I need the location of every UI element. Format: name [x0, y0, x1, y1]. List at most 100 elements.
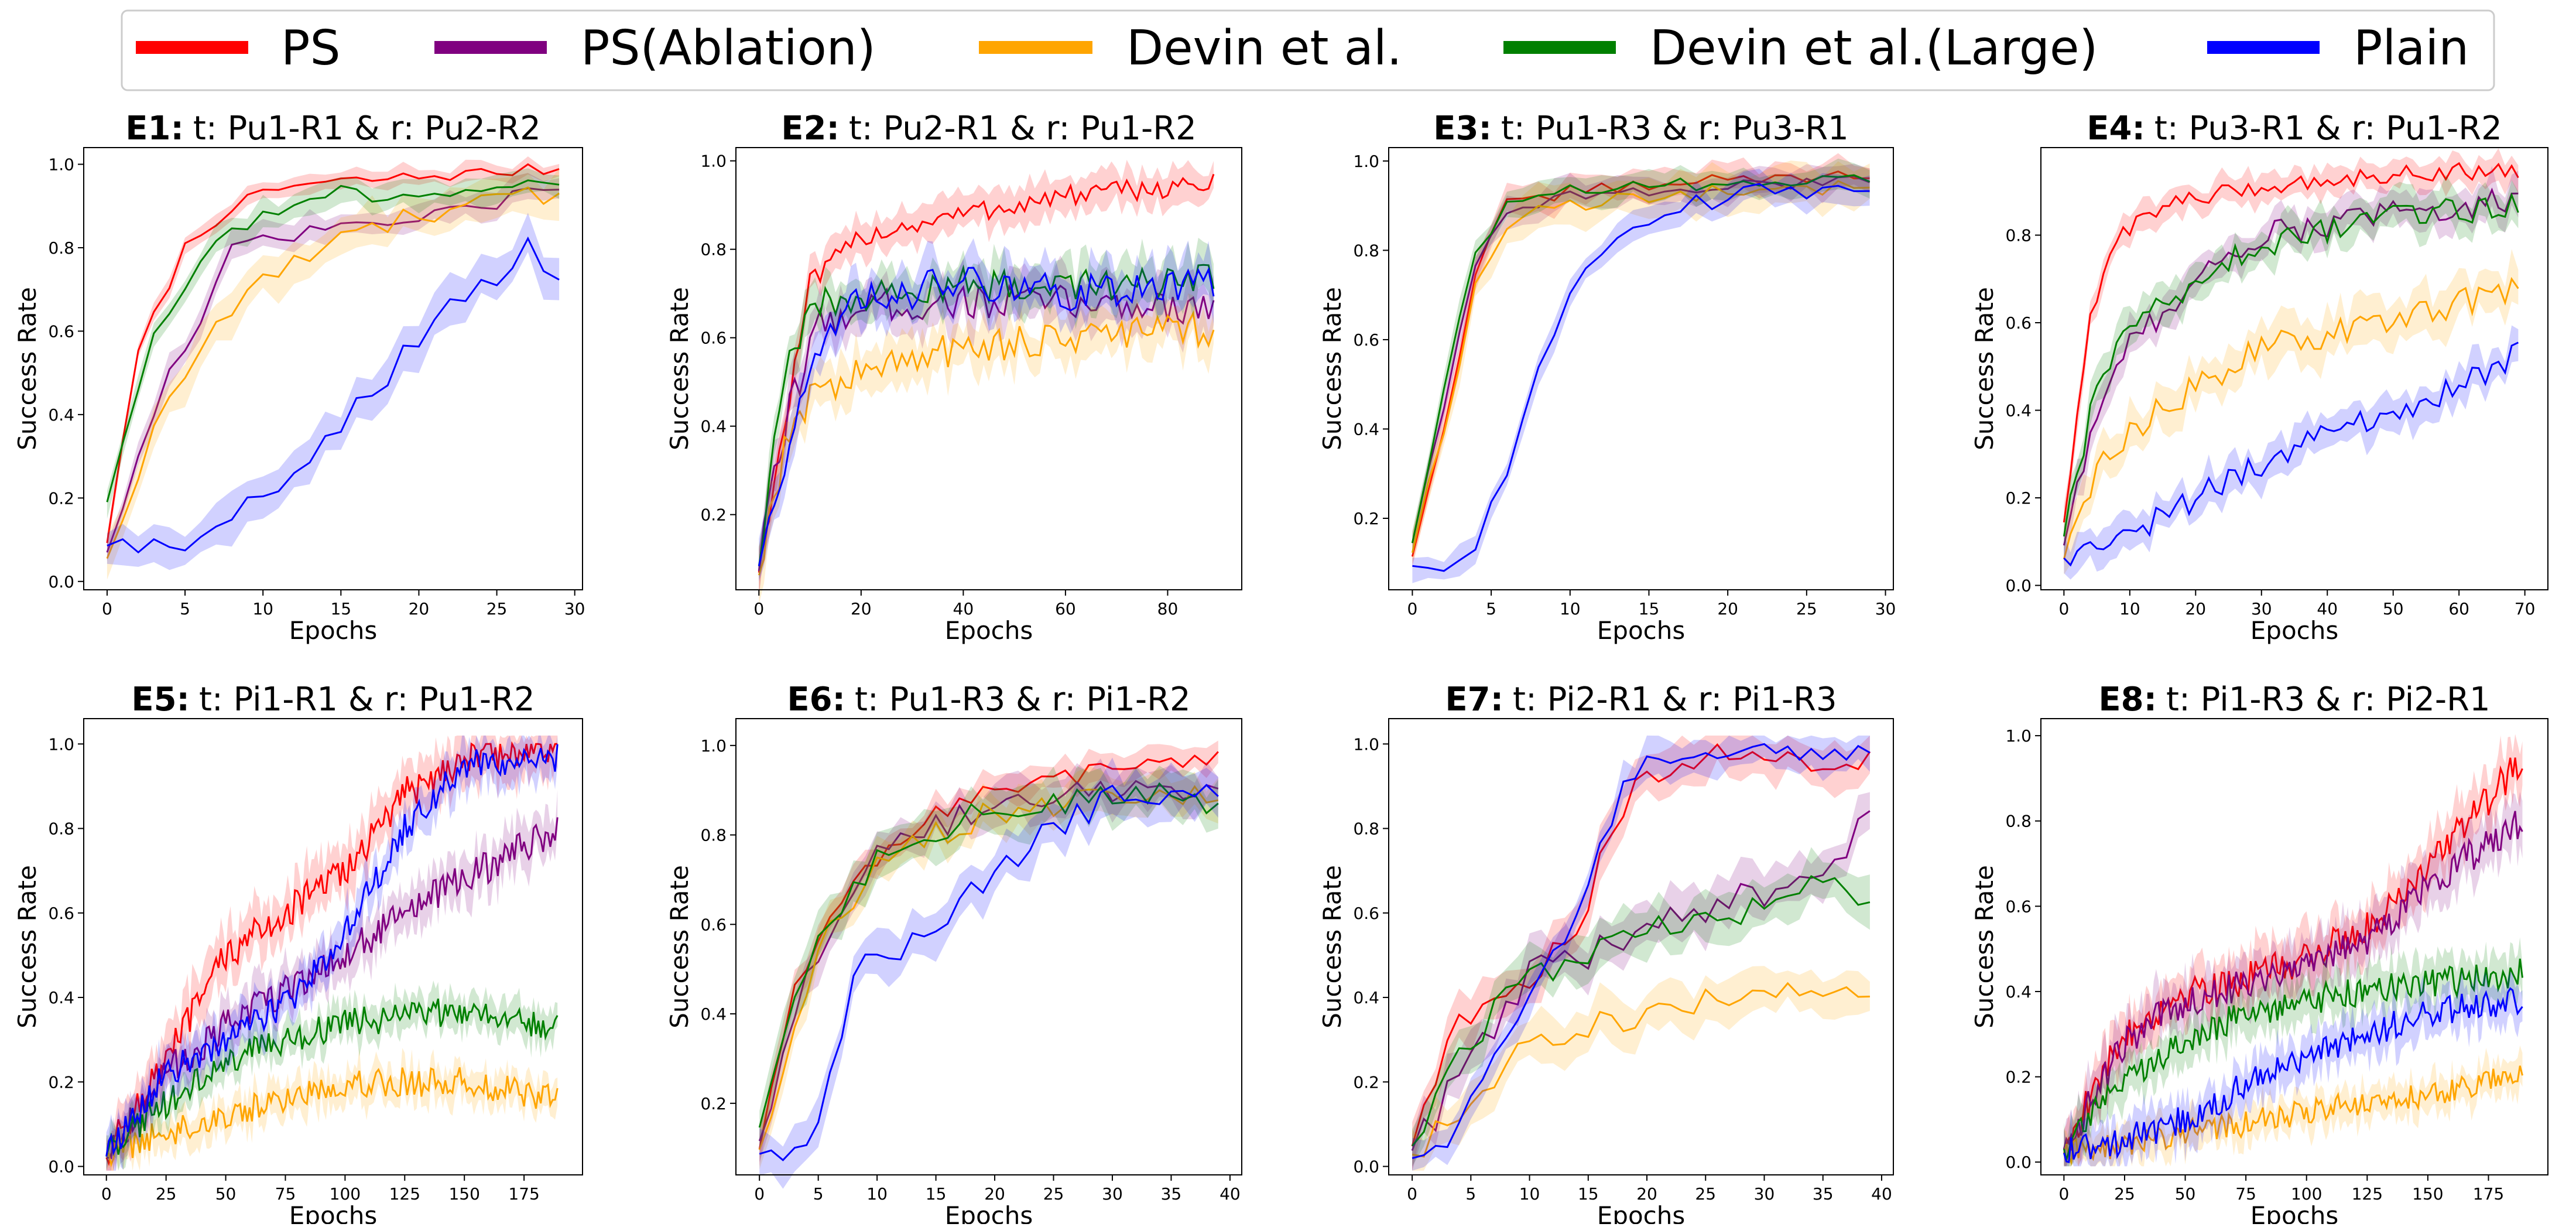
x-tick-label: 10 — [252, 599, 273, 618]
series-band-devin-et-al-large — [2064, 937, 2523, 1167]
x-tick-label: 0 — [1407, 599, 1417, 618]
y-axis-label: Success Rate — [1318, 865, 1347, 1028]
y-tick-label: 0.8 — [48, 238, 74, 258]
y-tick-label: 0.4 — [48, 405, 74, 425]
panel-title: E4: t: Pu3-R1 & r: Pu1-R2 — [2087, 110, 2502, 148]
series-group — [2063, 148, 2519, 580]
y-tick-label: 0.2 — [2005, 488, 2032, 508]
x-tick-label: 125 — [389, 1184, 420, 1204]
series-band-devin-et-al — [759, 766, 1218, 1170]
panel-title-text: t: Pi2-R1 & r: Pi1-R3 — [1513, 681, 1837, 719]
legend: PS PS(Ablation) Devin et al. Devin et al… — [121, 9, 2495, 91]
panel-title-id: E8: — [2098, 681, 2157, 719]
panel-title-id: E4: — [2087, 110, 2145, 148]
series-line-ps — [105, 741, 558, 1167]
panel-title: E2: t: Pu2-R1 & r: Pu1-R2 — [781, 110, 1197, 148]
x-tick-label: 0 — [101, 1184, 112, 1204]
x-tick-label: 5 — [1486, 599, 1496, 618]
series-band-plain — [107, 213, 560, 570]
legend-entry-plain: Plain — [2207, 20, 2469, 76]
x-tick-label: 75 — [2235, 1184, 2256, 1204]
series-group — [758, 740, 1219, 1189]
x-tick-label: 0 — [102, 599, 112, 618]
x-tick-label: 40 — [2317, 599, 2338, 618]
y-tick-label: 0.8 — [1353, 819, 1379, 839]
x-tick-label: 50 — [2383, 599, 2404, 618]
panel-title-id: E1: — [125, 110, 184, 148]
y-tick-label: 0.4 — [700, 1004, 727, 1024]
y-tick-label: 0.2 — [48, 488, 74, 508]
series-band-devin-et-al — [2064, 249, 2519, 575]
x-tick-label: 10 — [1519, 1184, 1540, 1204]
plot-frame — [735, 718, 1242, 1175]
series-band-devin-et-al-large — [2064, 175, 2519, 558]
x-tick-label: 40 — [1871, 1184, 1892, 1204]
series-line-ps-ablation — [758, 780, 1219, 1141]
series-line-devin-et-al-large — [106, 179, 560, 503]
y-tick-label: 0.2 — [1353, 509, 1379, 528]
y-axis-label: Success Rate — [1970, 287, 1999, 450]
panel-title: E1: t: Pu1-R1 & r: Pu2-R2 — [125, 110, 541, 148]
y-axis-label: Success Rate — [665, 287, 694, 450]
y-tick-label: 1.0 — [700, 152, 727, 171]
series-band-ps — [759, 159, 1214, 594]
x-tick-label: 100 — [2291, 1184, 2322, 1204]
panel-1: E1: t: Pu1-R1 & r: Pu2-R2 0 5 10 15 20 25 30 0.0 0… — [13, 110, 585, 645]
y-tick-label: 0.6 — [48, 322, 74, 341]
series-band-ps — [106, 735, 558, 1171]
panel-2: E2: t: Pu2-R1 & r: Pu1-R2 0 20 40 60 80 0.2 0.4 0… — [665, 110, 1242, 645]
y-tick-label: 0.4 — [1353, 988, 1379, 1007]
y-tick-label: 0.4 — [2005, 401, 2032, 421]
series-group — [2063, 734, 2523, 1167]
panel-title-text: t: Pu3-R1 & r: Pu1-R2 — [2154, 110, 2502, 148]
x-tick-label: 50 — [215, 1184, 237, 1204]
x-tick-label: 100 — [330, 1184, 361, 1204]
y-tick-label: 0.0 — [48, 1157, 74, 1177]
x-tick-label: 35 — [1161, 1184, 1182, 1204]
legend-frame — [121, 9, 2495, 91]
x-tick-label: 175 — [2473, 1184, 2504, 1204]
y-tick-label: 0.8 — [700, 240, 727, 259]
series-band-ps-ablation — [1412, 792, 1870, 1171]
y-tick-label: 0.4 — [2005, 982, 2032, 1002]
x-tick-label: 0 — [2058, 599, 2069, 618]
series-band-devin-et-al-large — [1412, 847, 1870, 1167]
y-tick-label: 0.8 — [2005, 226, 2032, 245]
y-tick-label: 0.2 — [700, 1094, 727, 1113]
panel-title-id: E6: — [787, 681, 845, 719]
y-tick-label: 0.6 — [48, 904, 74, 923]
x-tick-label: 125 — [2352, 1184, 2383, 1204]
panel-7: E7: t: Pi2-R1 & r: Pi1-R3 0 5 10 15 20 25 30 35 40… — [1318, 681, 1894, 1227]
x-tick-label: 0 — [1407, 1184, 1417, 1204]
x-tick-label: 175 — [508, 1184, 539, 1204]
panel-title-text: t: Pi1-R1 & r: Pu1-R2 — [199, 681, 535, 719]
series-line-ps-ablation — [2063, 187, 2519, 546]
y-tick-label: 0.8 — [700, 826, 727, 845]
y-tick-label: 0.4 — [1353, 419, 1379, 439]
x-tick-label: 10 — [1560, 599, 1581, 618]
y-tick-label: 0.4 — [48, 988, 74, 1007]
y-tick-label: 0.0 — [1353, 1157, 1379, 1177]
x-tick-label: 30 — [2251, 599, 2272, 618]
panel-title-id: E2: — [781, 110, 840, 148]
series-line-devin-et-al — [758, 310, 1215, 576]
panel-title: E6: t: Pu1-R3 & r: Pi1-R2 — [787, 681, 1190, 719]
series-band-ps-ablation — [107, 173, 560, 561]
x-tick-label: 25 — [1043, 1184, 1064, 1204]
series-line-ps — [106, 163, 560, 544]
series-line-plain — [1412, 743, 1871, 1160]
x-axis-label: Epochs — [289, 616, 378, 645]
panel-title-id: E3: — [1433, 110, 1492, 148]
x-tick-label: 70 — [2515, 599, 2536, 618]
legend-label-ps: PS — [281, 20, 341, 76]
panel-title-id: E5: — [131, 681, 190, 719]
y-tick-label: 0.8 — [1353, 241, 1379, 260]
x-tick-label: 25 — [1695, 1184, 1716, 1204]
x-tick-label: 20 — [984, 1184, 1005, 1204]
plot-frame — [83, 147, 583, 590]
x-tick-label: 150 — [448, 1184, 479, 1204]
series-line-plain — [1412, 183, 1870, 572]
x-tick-label: 20 — [2185, 599, 2206, 618]
